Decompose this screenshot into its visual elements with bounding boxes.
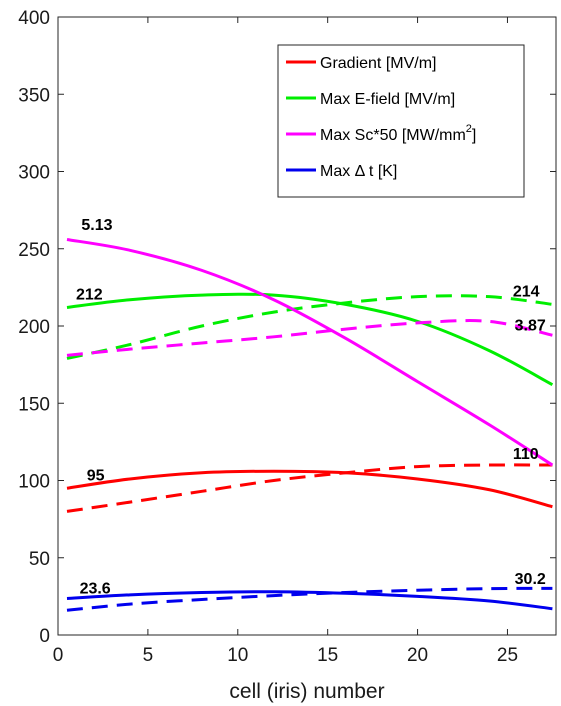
legend-label-max-delta-t: Max Δ t [K] [320,163,397,180]
value-label: 110 [513,446,539,463]
gradient-solid-line [66,469,553,509]
max-e-field-dashed-line [66,294,553,360]
max-delta-t-solid-line [66,590,553,611]
max-e-field-solid-line [66,292,554,387]
x-tick-label: 10 [227,645,248,666]
legend-box [277,44,525,198]
y-tick-label: 50 [29,549,50,570]
value-label: 30.2 [515,571,546,588]
value-label: 5.13 [81,217,112,234]
gradient-dashed-line [66,463,553,513]
y-tick-label: 400 [18,8,50,29]
x-tick-label: 0 [53,645,64,666]
x-axis-title: cell (iris) number [229,680,384,703]
y-tick-label: 150 [18,394,50,415]
value-label: 214 [513,284,540,301]
value-label: 212 [76,287,103,304]
y-tick-label: 200 [18,317,50,338]
max-sc-dashed-line [66,319,553,357]
legend-label-gradient: Gradient [MV/m] [320,55,436,72]
y-tick-label: 350 [18,85,50,106]
x-tick-label: 20 [407,645,428,666]
y-tick-label: 0 [39,626,50,647]
x-tick-label: 5 [143,645,154,666]
y-tick-label: 300 [18,163,50,184]
value-label: 3.87 [515,318,546,335]
value-label: 95 [87,468,105,485]
legend-label-max-e-field: Max E-field [MV/m] [320,91,455,108]
y-tick-label: 100 [18,472,50,493]
legend-superscript: 2 [466,123,472,135]
max-sc-solid-line [66,238,554,467]
value-label: 23.6 [80,580,111,597]
x-tick-label: 15 [317,645,338,666]
legend-suffix: ] [472,127,476,144]
max-delta-t-dashed-line [66,586,553,612]
legend-label-max-sc: Max Sc*50 [MW/mm2] [320,123,476,144]
x-tick-label: 25 [497,645,518,666]
y-tick-label: 250 [18,240,50,261]
